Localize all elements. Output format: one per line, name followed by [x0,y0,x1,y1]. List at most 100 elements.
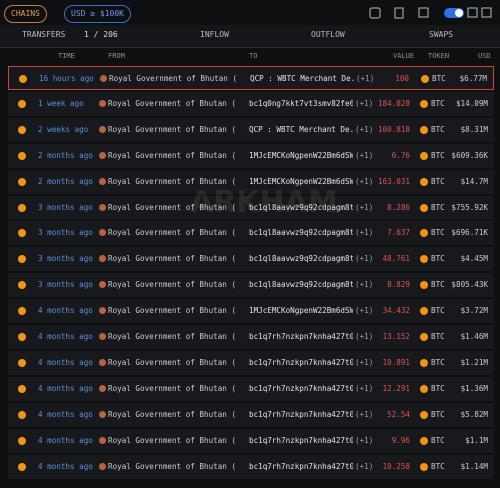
value: 34.432 [382,306,410,316]
to: QCP : WBTC Merchant De... [250,74,354,83]
entity-icon [100,75,107,82]
time: 4 months ago [38,357,93,367]
extra: (+1) [355,98,374,108]
table-row: 1 week ago Royal Government of Bhutan (bc… [8,91,494,117]
value: 10.258 [382,461,410,471]
outflow-tab[interactable]: OUTFLOW [311,30,345,39]
table-row: 4 months ago Royal Government of Bhutan (… [8,376,494,402]
extra: (+1) [355,357,374,367]
time: 2 months ago [38,176,93,186]
token: BTC [431,357,445,367]
to: bc1q7rh7nzkpn7knha427t05... [249,383,353,393]
token: BTC [431,332,445,341]
value: 8.286 [387,202,410,212]
usd: $5.82M [460,409,488,419]
from: Royal Government of Bhutan ( [108,150,236,160]
token: BTC [431,202,445,212]
table-row: 4 months ago Royal Government of Bhutan (… [8,402,494,428]
from: Royal Government of Bhutan ( [108,409,236,419]
token: BTC [431,176,445,186]
time: 4 months ago [38,461,93,471]
inflow-tab[interactable]: INFLOW [200,30,229,39]
value: 12.291 [382,383,410,393]
value: 52.54 [387,409,410,419]
swaps-tab[interactable]: SWAPS [429,30,454,39]
entity-icon [99,125,106,133]
extra: (+1) [355,150,374,160]
col-value: VALUE [393,52,415,60]
entity-icon [99,307,106,315]
token-icon [420,203,428,212]
col-to: TO [249,52,258,60]
table-row: 16 hours ago Royal Government of Bhutan (… [8,66,494,90]
row-icon [18,384,26,393]
watermark: ARKHAM [190,185,338,220]
from: Royal Government of Bhutan ( [108,306,236,316]
token: BTC [431,228,445,238]
entity-icon [99,462,106,470]
from: Royal Government of Bhutan ( [108,202,236,212]
from: Royal Government of Bhutan ( [108,461,236,471]
to: bc1q7rh7nzkpn7knha427t05... [249,435,353,445]
time: 4 months ago [38,383,93,393]
row-icon [18,203,26,212]
table-row: 2 months ago Royal Government of Bhutan (… [8,169,494,195]
row-icon [18,333,26,341]
token-icon [420,281,428,290]
table-row: 2 months ago Royal Government of Bhutan (… [8,143,494,169]
pagination: 1 / 206 [84,30,118,39]
from: Royal Government of Bhutan ( [108,383,236,393]
usd: $609.36K [451,150,488,160]
value: 100 [395,74,409,83]
table-row: 4 months ago Royal Government of Bhutan (… [8,454,494,480]
token: BTC [431,383,445,393]
row-icon [18,410,26,419]
extra: (+1) [355,280,374,290]
time: 4 months ago [38,332,93,341]
token-icon [420,436,428,445]
row-icon [18,281,26,290]
entity-icon [99,358,106,366]
to: 1MJcEMCKoNgpenW22Bm6dSWo... [249,150,353,160]
time: 3 months ago [38,254,93,264]
col-time[interactable]: TIME [58,52,75,60]
entity-icon [99,151,106,159]
chains-filter[interactable]: CHAINS [4,5,47,23]
from: Royal Government of Bhutan ( [108,280,236,290]
table-row: 3 months ago Royal Government of Bhutan (… [8,221,494,247]
row-icon [18,358,26,367]
entity-icon [99,384,106,392]
usd: $1.14M [460,461,488,471]
value: 184.028 [377,98,410,108]
entity-icon [99,229,106,237]
time: 3 months ago [38,280,93,290]
table-row: 3 months ago Royal Government of Bhutan (… [8,273,494,299]
entity-icon [99,99,106,107]
from: Royal Government of Bhutan ( [108,228,236,238]
usd: $14.09M [455,98,488,108]
time: 3 months ago [38,228,93,238]
usd-filter[interactable]: USD ≥ $100K [64,5,131,23]
entity-icon [99,177,106,185]
row-icon [18,99,26,108]
to: bc1ql8aavwz9q92cdpagm8t0... [249,202,353,212]
token-icon [420,410,428,419]
entity-icon [99,255,106,263]
table-row: 4 months ago Royal Government of Bhutan (… [8,428,494,454]
extra: (+1) [356,74,375,83]
row-icon [18,462,26,471]
row-icon [18,436,26,445]
to: bc1ql8aavwz9q92cdpagm8t0... [249,254,353,264]
row-icon [18,125,26,134]
value: 48.761 [382,254,410,264]
transfers-tab[interactable]: TRANSFERS [22,30,66,39]
row-icon [18,177,26,186]
from: Royal Government of Bhutan ( [108,124,236,134]
table-row: 4 months ago Royal Government of Bhutan (… [8,325,494,350]
from: Royal Government of Bhutan ( [108,98,236,108]
token-icon [420,358,428,367]
to: bc1q7rh7nzkpn7knha427t05... [249,357,353,367]
time: 4 months ago [38,306,93,316]
token: BTC [431,306,445,316]
